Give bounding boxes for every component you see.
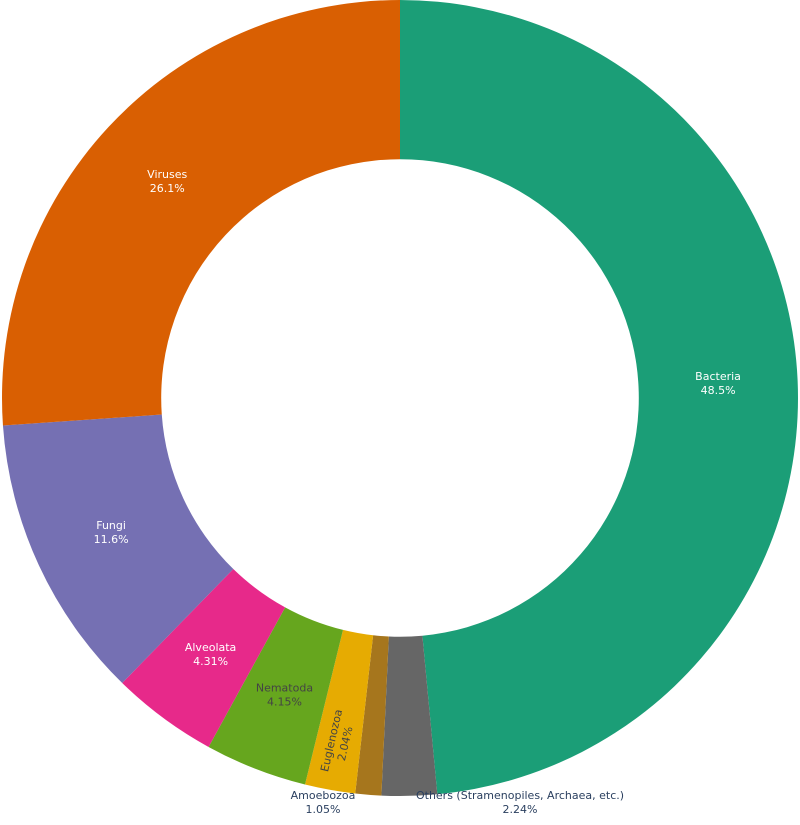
slice-label-name: Alveolata	[185, 641, 236, 654]
slice-alveolata[interactable]	[122, 569, 286, 747]
slice-label-name: Others (Stramenopiles, Archaea, etc.)	[416, 789, 624, 802]
slice-label-name: Amoebozoa	[291, 789, 356, 802]
slice-label-percent: 11.6%	[94, 533, 129, 546]
slice-label-name: Fungi	[96, 519, 126, 532]
label-others-stramenopiles-archaea-etc: Others (Stramenopiles, Archaea, etc.)2.2…	[416, 789, 624, 816]
slice-bacteria[interactable]	[400, 0, 798, 795]
slice-label-name: Bacteria	[695, 370, 741, 383]
slice-others-stramenopiles-archaea-etc[interactable]	[381, 635, 438, 796]
slice-fungi[interactable]	[2, 414, 234, 684]
slice-viruses[interactable]	[1, 0, 400, 426]
slice-label-percent: 4.15%	[267, 696, 302, 709]
slice-label-percent: 48.5%	[701, 384, 736, 397]
slice-label-name: Nematoda	[256, 682, 313, 695]
donut-slices	[1, 0, 798, 796]
slice-amoebozoa[interactable]	[355, 635, 389, 796]
slice-label-name: Viruses	[147, 168, 187, 181]
slice-label-percent: 2.24%	[503, 803, 538, 816]
slice-label-percent: 26.1%	[150, 182, 185, 195]
slice-nematoda[interactable]	[208, 607, 344, 785]
slice-label-percent: 1.05%	[306, 803, 341, 816]
slice-euglenozoa[interactable]	[305, 629, 374, 794]
slice-label-percent: 4.31%	[193, 655, 228, 668]
